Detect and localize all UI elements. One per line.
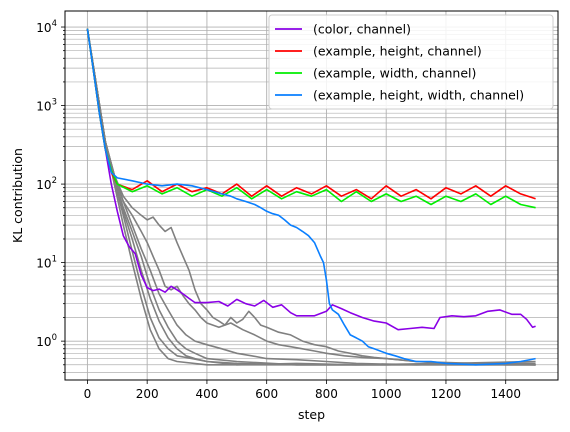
legend-box [268, 14, 554, 110]
legend-label: (example, height, width, channel) [313, 88, 524, 103]
x-tick-label: 0 [84, 387, 92, 401]
x-tick-label: 400 [195, 387, 218, 401]
x-tick-label: 1200 [431, 387, 462, 401]
y-tick-label: 104 [36, 19, 57, 35]
y-tick-label: 102 [36, 176, 57, 192]
series-line [86, 28, 536, 366]
y-axis-label: KL contribution [10, 148, 25, 243]
plot-frame [64, 10, 559, 381]
y-tick-label: 100 [36, 333, 57, 349]
series-line [86, 28, 536, 200]
x-tick-label: 200 [136, 387, 159, 401]
x-tick-label: 1000 [371, 387, 402, 401]
y-tick-label: 103 [36, 98, 57, 114]
axes: 0 200 400 600 800 1000 1200 1400 100 101 102 103 104 [36, 19, 521, 401]
legend: (color, channel) (example, height, channe… [268, 14, 554, 110]
baseline-series-line [86, 28, 536, 365]
series-line [86, 28, 536, 331]
legend-label: (example, width, channel) [313, 66, 476, 81]
y-tick-label: 101 [36, 255, 57, 271]
x-axis-label: step [298, 407, 325, 422]
legend-label: (example, height, channel) [313, 44, 482, 59]
x-tick-label: 1400 [490, 387, 521, 401]
baseline-series-line [86, 28, 536, 366]
legend-label: (color, channel) [313, 22, 411, 37]
series-lines [86, 28, 536, 366]
x-tick-label: 600 [255, 387, 278, 401]
x-tick-label: 800 [315, 387, 338, 401]
series-line [86, 28, 536, 209]
